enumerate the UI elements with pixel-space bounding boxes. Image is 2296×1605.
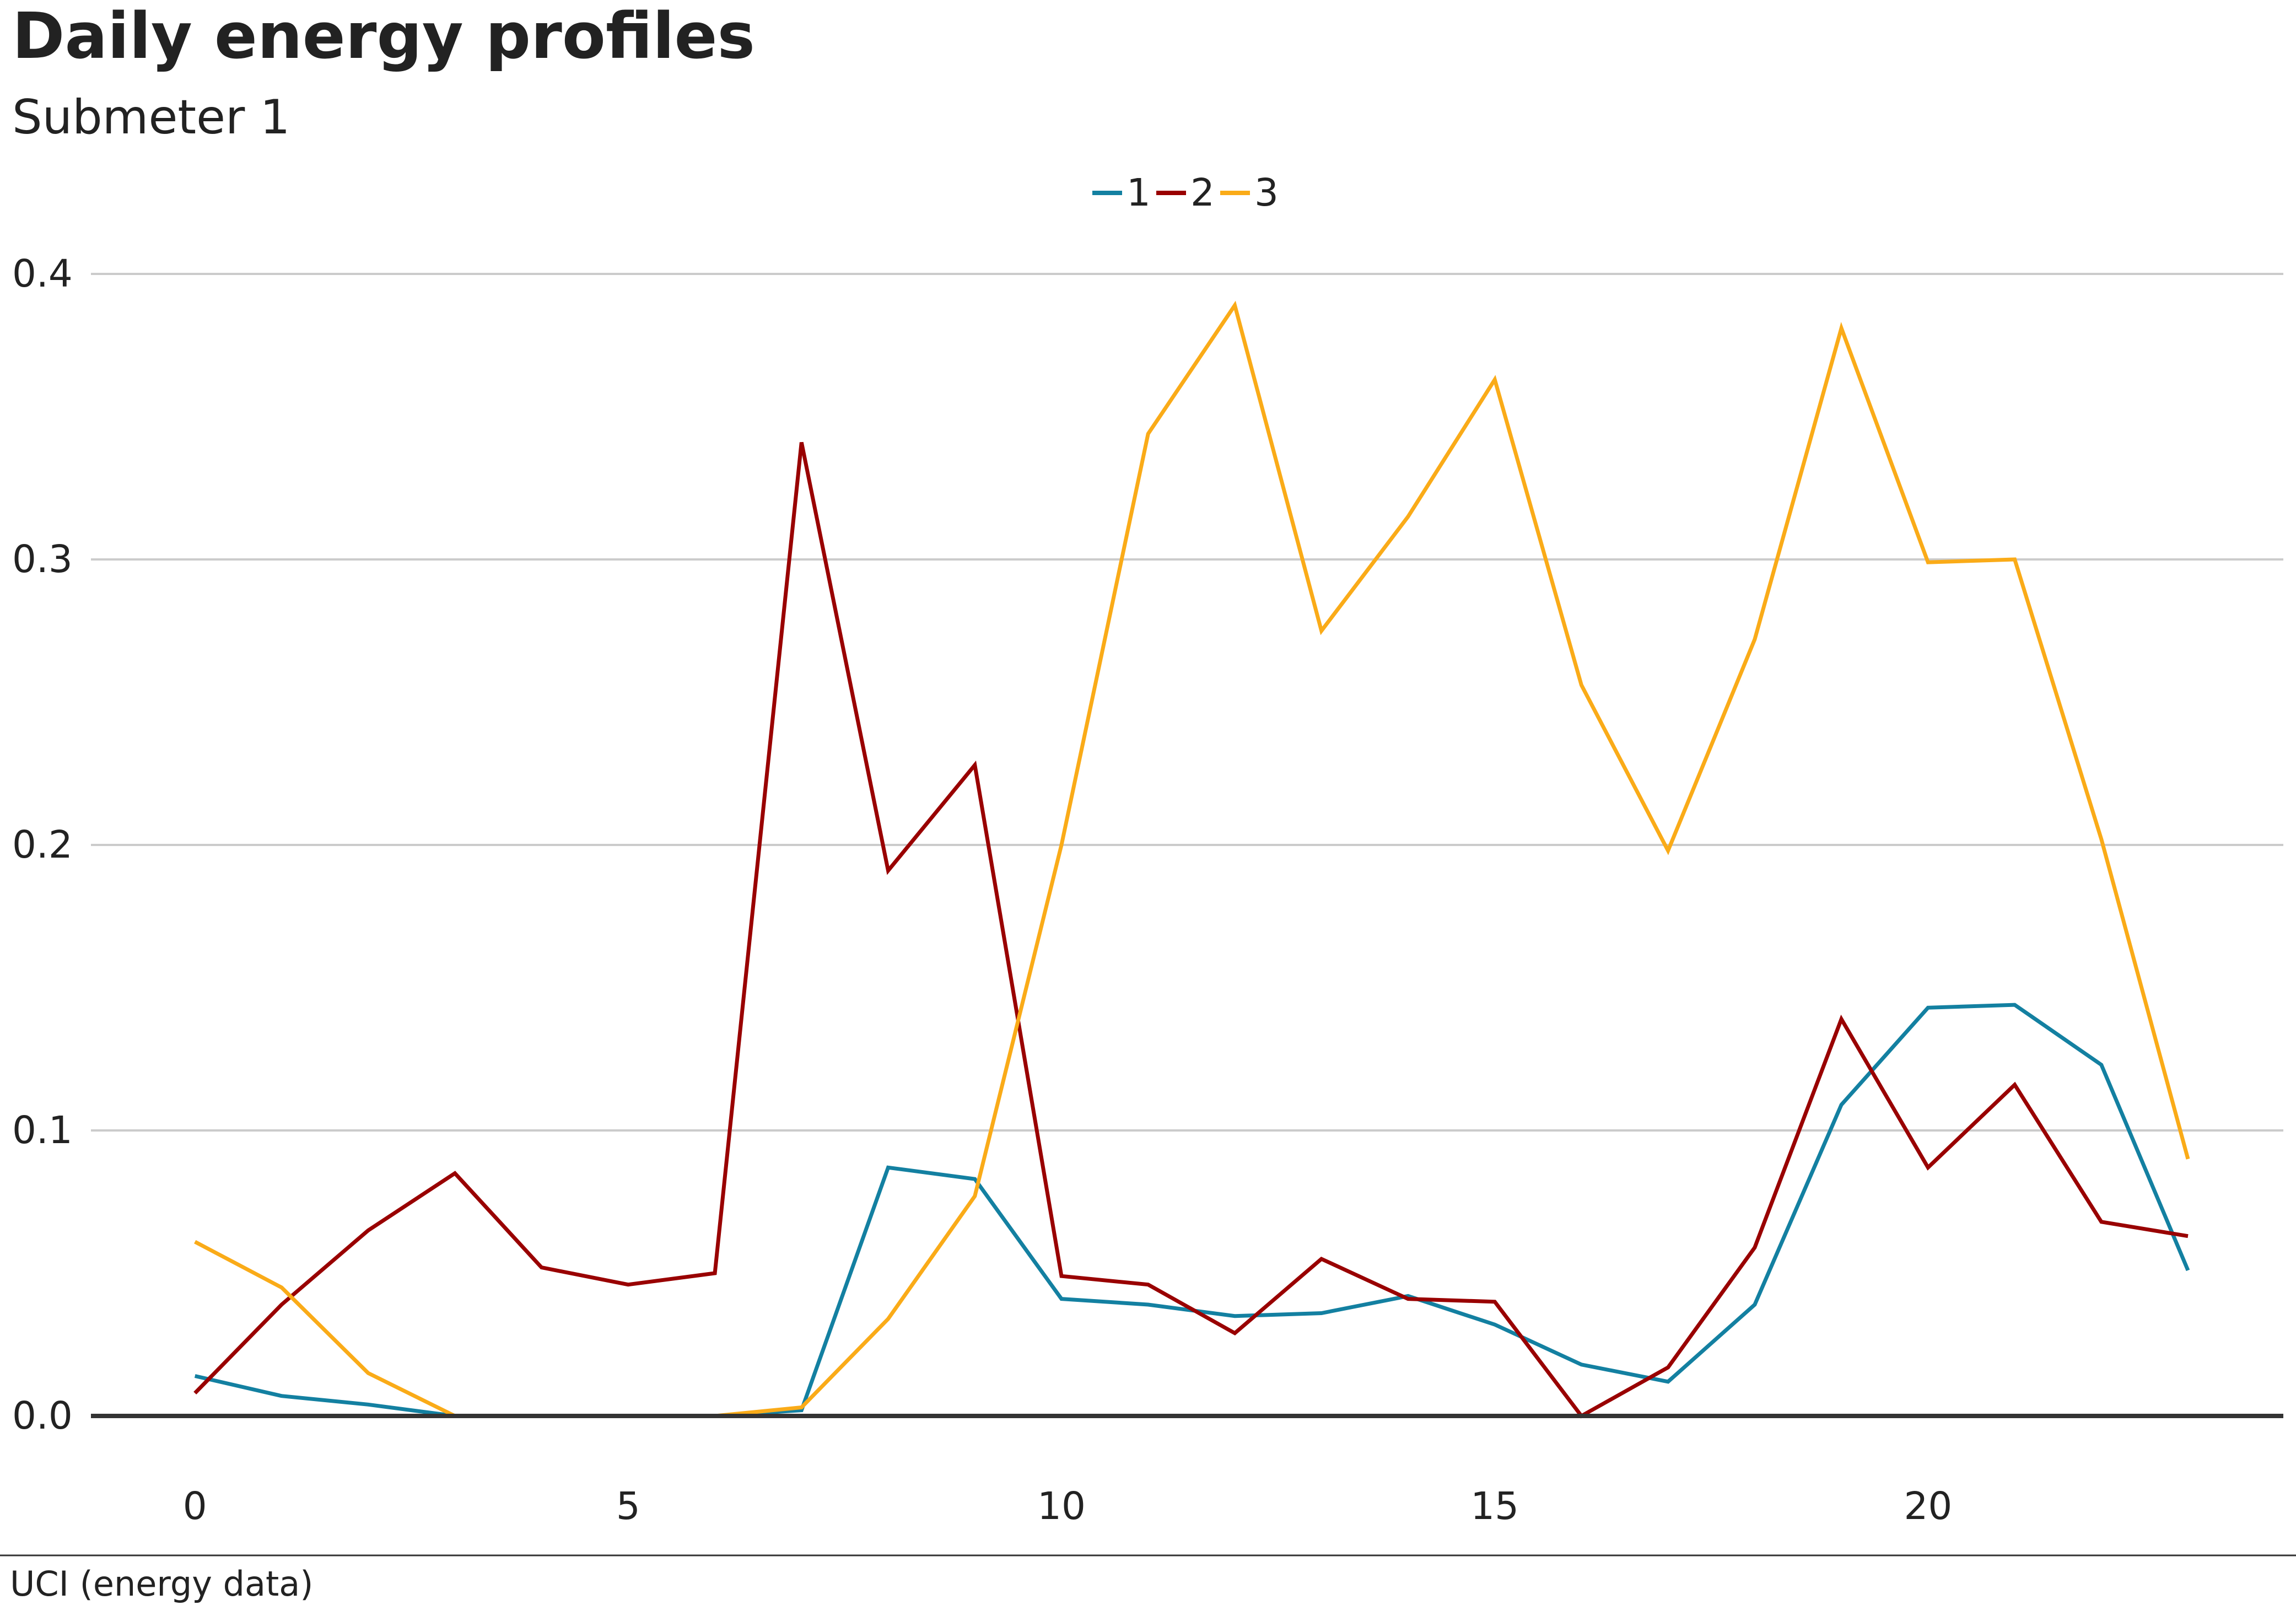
x-tick-label: 10 (1037, 1484, 1086, 1528)
legend-label-3: 3 (1254, 171, 1279, 215)
chart-title: Daily energy profiles (12, 0, 755, 73)
x-tick-label: 0 (183, 1484, 207, 1528)
x-tick-label: 20 (1904, 1484, 1952, 1528)
y-tick-label: 0.2 (12, 823, 73, 867)
y-axis: 0.0 0.1 0.2 0.3 0.4 (12, 252, 73, 1438)
y-tick-label: 0.4 (12, 252, 73, 296)
chart-subtitle: Submeter 1 (12, 90, 290, 145)
x-tick-label: 15 (1470, 1484, 1519, 1528)
legend-label-2: 2 (1190, 171, 1215, 215)
source-note: UCI (energy data) (10, 1564, 313, 1604)
y-tick-label: 0.1 (12, 1108, 73, 1152)
series-line-2 (193, 441, 2189, 1419)
series-line-3 (194, 300, 2190, 1418)
x-tick-label: 5 (616, 1484, 640, 1528)
series-lines (193, 300, 2190, 1419)
series-line-1 (194, 1003, 2190, 1418)
legend-label-1: 1 (1127, 171, 1151, 215)
x-axis: 0 5 10 15 20 (183, 1484, 1953, 1528)
gridlines (91, 273, 2283, 1132)
y-tick-label: 0.0 (12, 1394, 73, 1438)
y-tick-label: 0.3 (12, 537, 73, 581)
